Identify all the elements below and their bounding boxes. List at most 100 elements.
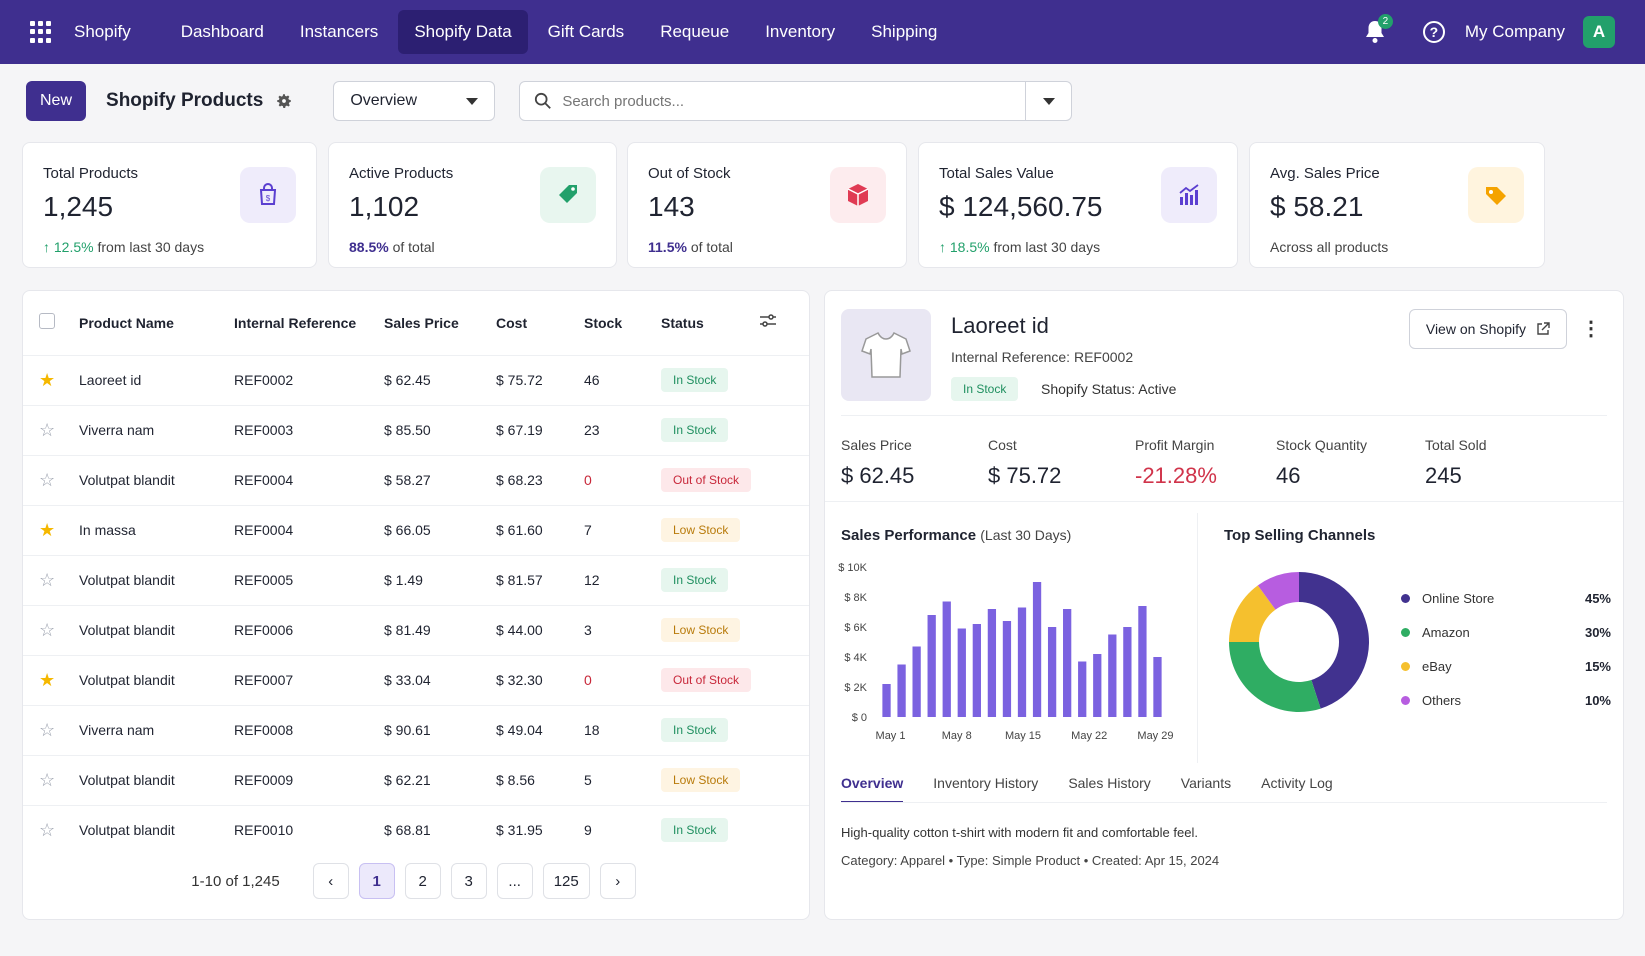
view-on-shopify-button[interactable]: View on Shopify bbox=[1408, 309, 1567, 349]
table-row[interactable]: ☆ Viverra nam REF0008 $ 90.61 $ 49.04 18 In St… bbox=[23, 704, 809, 755]
view-select[interactable]: Overview bbox=[333, 81, 496, 121]
more-options-icon[interactable]: ⋮ bbox=[1581, 318, 1601, 340]
col-status[interactable]: Status bbox=[661, 314, 704, 331]
x-tick-label: May 8 bbox=[942, 730, 972, 742]
col-sales-price[interactable]: Sales Price bbox=[384, 314, 459, 331]
stat-value: 143 bbox=[648, 191, 695, 222]
nav-item-shipping[interactable]: Shipping bbox=[871, 22, 938, 41]
star-outline-icon[interactable]: ☆ bbox=[39, 619, 56, 640]
stat-card-total-sales-value: Total Sales Value $ 124,560.75 ↑ 18.5% fro… bbox=[918, 142, 1238, 268]
col-cost[interactable]: Cost bbox=[496, 314, 528, 331]
cell-sales-price: $ 81.49 bbox=[384, 604, 496, 655]
user-avatar[interactable]: A bbox=[1583, 16, 1615, 48]
search-filter-dropdown[interactable] bbox=[1025, 82, 1071, 120]
new-button[interactable]: New bbox=[26, 81, 87, 121]
page-button[interactable]: 125 bbox=[542, 863, 590, 899]
bar bbox=[942, 601, 951, 717]
column-settings-icon[interactable] bbox=[759, 313, 777, 329]
help-icon[interactable]: ? bbox=[1422, 21, 1445, 43]
tab-inventory-history[interactable]: Inventory History bbox=[933, 775, 1039, 791]
cell-cost: $ 32.30 bbox=[496, 654, 584, 705]
star-filled-icon[interactable]: ★ bbox=[39, 669, 56, 690]
product-description: High-quality cotton t-shirt with modern … bbox=[841, 825, 1198, 840]
page-button[interactable]: 2 bbox=[404, 863, 441, 899]
gear-icon[interactable] bbox=[275, 92, 293, 110]
nav-item-instancers[interactable]: Instancers bbox=[299, 22, 379, 41]
legend-label: eBay bbox=[1422, 658, 1452, 674]
y-tick-label: $ 10K bbox=[838, 562, 867, 574]
nav-item-requeue[interactable]: Requeue bbox=[660, 22, 730, 41]
star-outline-icon[interactable]: ☆ bbox=[39, 769, 56, 790]
cell-stock: 5 bbox=[584, 754, 661, 805]
legend-item: Others 10% bbox=[1401, 683, 1611, 717]
cell-sales-price: $ 85.50 bbox=[384, 404, 496, 455]
stat-highlight: 18.5% bbox=[949, 239, 990, 255]
table-row[interactable]: ★ In massa REF0004 $ 66.05 $ 61.60 7 Low Stock bbox=[23, 504, 809, 555]
table-row[interactable]: ☆ Volutpat blandit REF0004 $ 58.27 $ 68.23 0 O… bbox=[23, 454, 809, 505]
cell-cost: $ 49.04 bbox=[496, 704, 584, 755]
y-tick-label: $ 4K bbox=[844, 652, 867, 664]
company-switcher[interactable]: My Company bbox=[1464, 22, 1565, 41]
metric-value: $ 75.72 bbox=[988, 463, 1062, 488]
nav-item-shopify-data[interactable]: Shopify Data bbox=[398, 10, 528, 54]
notifications-button[interactable]: 2 bbox=[1361, 14, 1393, 46]
prev-page-button[interactable]: ‹ bbox=[312, 863, 349, 899]
table-row[interactable]: ☆ Viverra nam REF0003 $ 85.50 $ 67.19 23 In St… bbox=[23, 404, 809, 455]
metric-value: -21.28% bbox=[1135, 463, 1217, 488]
app-grid-icon[interactable] bbox=[30, 21, 52, 43]
table-row[interactable]: ★ Volutpat blandit REF0007 $ 33.04 $ 32.30 0 O… bbox=[23, 654, 809, 705]
next-page-button[interactable]: › bbox=[599, 863, 636, 899]
legend-dot bbox=[1401, 661, 1410, 671]
cell-stock: 7 bbox=[584, 504, 661, 555]
tab-variants[interactable]: Variants bbox=[1180, 775, 1232, 791]
star-outline-icon[interactable]: ☆ bbox=[39, 819, 56, 840]
tab-sales-history[interactable]: Sales History bbox=[1068, 775, 1151, 791]
star-outline-icon[interactable]: ☆ bbox=[39, 569, 56, 590]
legend-percent: 10% bbox=[1584, 692, 1611, 708]
legend-label: Amazon bbox=[1422, 624, 1470, 640]
col-product-name[interactable]: Product Name bbox=[79, 314, 174, 331]
table-row[interactable]: ☆ Volutpat blandit REF0010 $ 68.81 $ 31.95 9 I… bbox=[23, 804, 809, 855]
table-row[interactable]: ★ Laoreet id REF0002 $ 62.45 $ 75.72 46 In Sto… bbox=[23, 354, 809, 405]
cell-stock: 0 bbox=[584, 654, 661, 705]
search-input[interactable] bbox=[552, 92, 1026, 110]
stat-highlight: 12.5% bbox=[53, 239, 94, 255]
star-filled-icon[interactable]: ★ bbox=[39, 519, 56, 540]
stat-label: Total Products bbox=[43, 165, 139, 182]
nav-item-inventory[interactable]: Inventory bbox=[765, 22, 836, 41]
cell-internal-reference: REF0008 bbox=[234, 704, 384, 755]
top-nav: Shopify Dashboard Instancers Shopify Data G… bbox=[0, 0, 1645, 64]
page-button[interactable]: 3 bbox=[450, 863, 487, 899]
page-button: ... bbox=[496, 863, 533, 899]
nav-item-gift-cards[interactable]: Gift Cards bbox=[547, 22, 625, 41]
star-filled-icon[interactable]: ★ bbox=[39, 369, 56, 390]
svg-text:$: $ bbox=[266, 194, 271, 203]
table-row[interactable]: ☆ Volutpat blandit REF0005 $ 1.49 $ 81.57 12 I… bbox=[23, 554, 809, 605]
legend-label: Online Store bbox=[1422, 590, 1495, 606]
stat-label: Out of Stock bbox=[648, 165, 731, 182]
table-row[interactable]: ☆ Volutpat blandit REF0006 $ 81.49 $ 44.00 3 L… bbox=[23, 604, 809, 655]
product-name: Laoreet id bbox=[951, 313, 1049, 338]
products-table: Product Name Internal Reference Sales Pr… bbox=[23, 291, 809, 855]
nav-item-dashboard[interactable]: Dashboard bbox=[180, 22, 264, 41]
detail-tabs: Overview Inventory History Sales History Va… bbox=[841, 775, 1363, 803]
chevron-right-icon: › bbox=[615, 872, 621, 890]
star-outline-icon[interactable]: ☆ bbox=[39, 469, 56, 490]
brand-name[interactable]: Shopify bbox=[74, 22, 131, 41]
bar bbox=[1002, 621, 1012, 717]
table-row[interactable]: ☆ Volutpat blandit REF0009 $ 62.21 $ 8.56 5 Lo… bbox=[23, 754, 809, 805]
tab-activity-log[interactable]: Activity Log bbox=[1261, 775, 1333, 791]
product-meta: Category: Apparel • Type: Simple Product… bbox=[841, 853, 1220, 868]
tab-overview[interactable]: Overview bbox=[841, 775, 904, 803]
stat-card-avg-sales-price: Avg. Sales Price $ 58.21 Across all produc… bbox=[1249, 142, 1545, 268]
select-all-checkbox[interactable] bbox=[39, 313, 55, 330]
legend-label: Others bbox=[1422, 692, 1462, 708]
cell-product-name: Volutpat blandit bbox=[79, 804, 234, 855]
page-button[interactable]: 1 bbox=[358, 863, 395, 899]
star-outline-icon[interactable]: ☆ bbox=[39, 419, 56, 440]
col-stock[interactable]: Stock bbox=[584, 314, 623, 331]
chart-up-icon bbox=[1161, 167, 1217, 223]
star-outline-icon[interactable]: ☆ bbox=[39, 719, 56, 740]
divider bbox=[841, 415, 1607, 416]
col-internal-reference[interactable]: Internal Reference bbox=[234, 314, 357, 331]
